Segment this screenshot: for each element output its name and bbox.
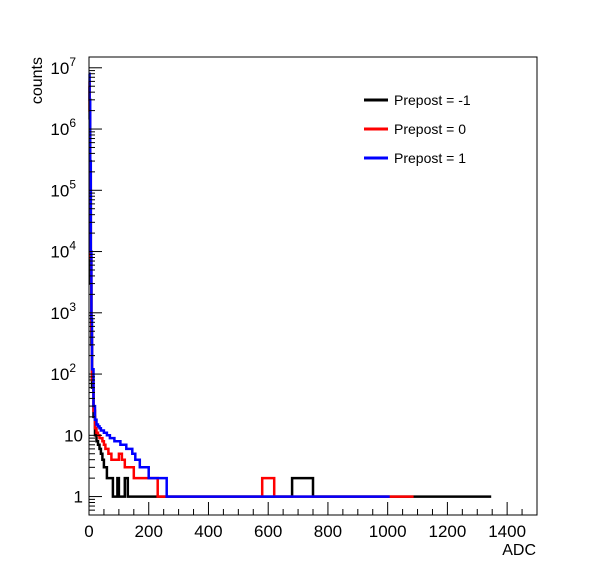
legend-label-1: Prepost = 0 xyxy=(394,121,466,137)
x-tick-label: 1400 xyxy=(488,522,526,541)
series-line-0 xyxy=(88,84,492,498)
x-axis-label: ADC xyxy=(502,542,536,559)
y-tick-label: 102 xyxy=(50,361,76,384)
series-layer xyxy=(88,72,492,498)
y-tick-label: 106 xyxy=(50,116,76,139)
x-axis: 0 200 400 600 800 1000 1200 1400 xyxy=(84,502,538,541)
y-tick-label: 10 xyxy=(64,426,83,445)
y-tick-label: 105 xyxy=(50,177,76,200)
plot-frame xyxy=(88,56,538,516)
x-tick-label: 800 xyxy=(314,522,342,541)
x-tick-label: 600 xyxy=(254,522,282,541)
legend-label-2: Prepost = 1 xyxy=(394,150,466,166)
y-tick-label: 103 xyxy=(50,300,76,323)
x-tick-label: 400 xyxy=(194,522,222,541)
x-tick-label: 1000 xyxy=(369,522,407,541)
y-tick-label: 1 xyxy=(74,488,83,507)
y-axis: 1 10 102 103 104 105 106 107 xyxy=(50,55,102,516)
series-line-2 xyxy=(88,72,390,498)
y-axis-label: counts xyxy=(29,57,46,104)
x-tick-label: 1200 xyxy=(428,522,466,541)
x-tick-label: 200 xyxy=(135,522,163,541)
y-tick-label: 107 xyxy=(50,55,76,78)
legend-label-0: Prepost = -1 xyxy=(394,92,471,108)
x-tick-label: 0 xyxy=(84,522,93,541)
y-tick-label: 104 xyxy=(50,239,76,262)
series-line-1 xyxy=(88,80,414,498)
legend: Prepost = -1 Prepost = 0 Prepost = 1 xyxy=(364,92,471,166)
